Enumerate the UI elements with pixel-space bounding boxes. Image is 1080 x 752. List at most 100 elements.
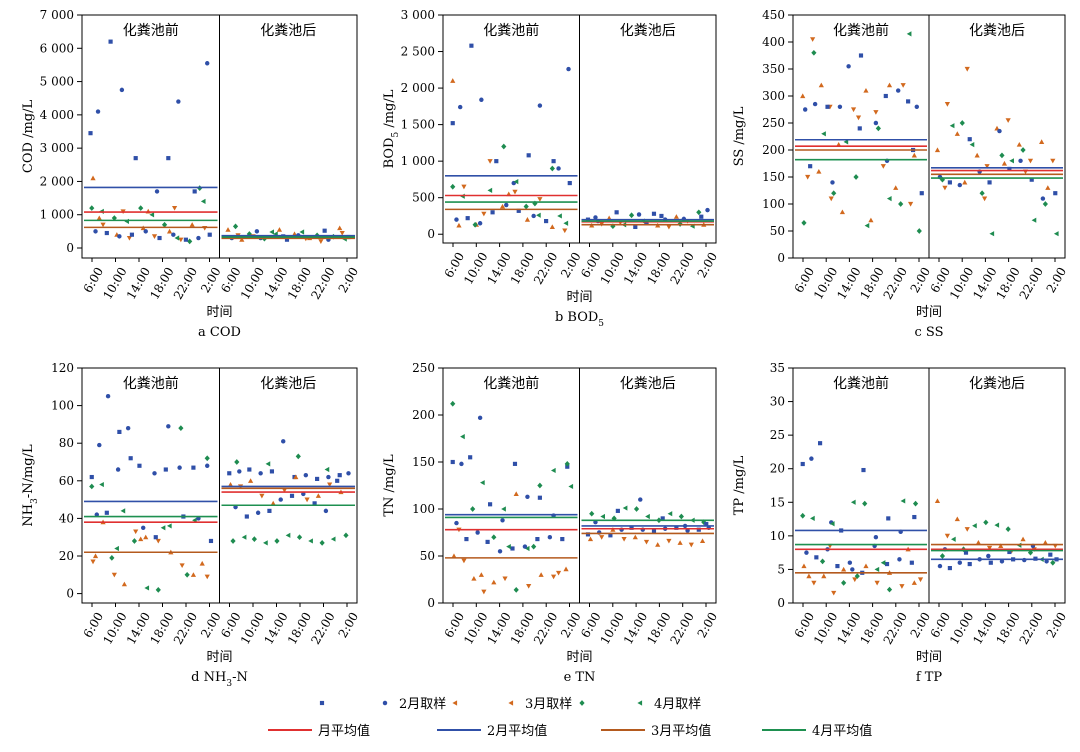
x-tick-label-after: 2:00 xyxy=(336,265,362,295)
data-point xyxy=(632,534,638,540)
data-point xyxy=(105,393,111,399)
data-point xyxy=(563,220,569,226)
data-point xyxy=(506,544,511,550)
data-point xyxy=(800,461,805,467)
data-point xyxy=(131,538,138,544)
data-point xyxy=(1018,158,1023,164)
x-tick-label-before: 2:00 xyxy=(908,610,934,640)
data-point xyxy=(1007,166,1012,171)
data-point xyxy=(330,536,336,542)
data-point xyxy=(491,534,497,541)
data-point xyxy=(481,589,487,595)
data-point xyxy=(911,580,917,585)
data-point xyxy=(454,520,459,526)
data-point xyxy=(97,442,102,448)
region-label-before: 化粪池前 xyxy=(833,375,889,392)
data-point xyxy=(144,585,150,591)
data-point xyxy=(850,567,855,572)
data-point xyxy=(204,455,210,462)
data-point xyxy=(207,232,212,237)
data-point xyxy=(808,164,813,169)
data-point xyxy=(916,228,922,234)
data-point xyxy=(200,198,206,205)
data-point xyxy=(651,211,657,216)
data-point xyxy=(560,537,565,542)
data-point xyxy=(643,539,650,545)
data-point xyxy=(818,82,824,88)
data-point xyxy=(526,153,531,158)
data-point xyxy=(267,508,272,513)
data-point xyxy=(535,537,540,542)
data-point xyxy=(196,235,201,241)
data-point xyxy=(522,544,528,549)
data-point xyxy=(884,561,890,567)
data-point xyxy=(800,512,806,519)
legend-label: 2月取样 xyxy=(399,697,446,712)
data-point xyxy=(600,513,606,520)
data-point xyxy=(526,584,532,589)
y-tick-label: 250 xyxy=(762,116,785,130)
legend-marker-square xyxy=(319,700,325,706)
data-point xyxy=(471,575,477,581)
data-point xyxy=(989,231,995,237)
y-tick-label: 6 000 xyxy=(40,41,74,55)
data-point xyxy=(864,223,870,229)
data-point xyxy=(944,102,950,107)
y-tick-label: 1 500 xyxy=(401,118,435,132)
data-point xyxy=(157,235,162,241)
data-point xyxy=(897,557,902,562)
data-point xyxy=(847,560,853,565)
data-point xyxy=(89,474,94,480)
data-point xyxy=(523,203,529,210)
data-point xyxy=(673,214,679,219)
data-point xyxy=(450,183,456,190)
data-point xyxy=(550,467,556,474)
data-point xyxy=(178,425,184,432)
y-tick-label: 120 xyxy=(51,361,74,375)
data-point xyxy=(837,104,843,110)
data-point xyxy=(566,66,571,72)
data-point xyxy=(208,538,214,544)
data-point xyxy=(875,125,881,132)
data-point xyxy=(633,506,640,512)
data-point xyxy=(225,227,231,232)
data-point xyxy=(818,441,823,446)
x-tick-label-after: 22:00 xyxy=(667,250,696,287)
data-point xyxy=(513,179,519,185)
data-point xyxy=(829,521,835,527)
data-point xyxy=(825,104,830,109)
data-point xyxy=(501,506,506,512)
data-point xyxy=(942,185,948,191)
data-point xyxy=(475,530,480,535)
data-point xyxy=(343,532,349,539)
data-point xyxy=(622,505,628,511)
data-point xyxy=(1020,147,1026,153)
data-point xyxy=(998,543,1004,549)
data-point xyxy=(705,207,710,213)
data-point xyxy=(997,128,1002,134)
x-tick-label-after: 2:00 xyxy=(1044,610,1070,640)
chart-caption: f TP xyxy=(916,670,943,685)
data-point xyxy=(190,572,197,577)
data-point xyxy=(117,234,122,239)
data-point xyxy=(537,482,543,489)
x-tick-label-after: 22:00 xyxy=(1017,610,1046,647)
data-point xyxy=(937,563,943,569)
data-point xyxy=(677,540,683,545)
data-point xyxy=(880,560,886,566)
data-point xyxy=(90,559,96,565)
legend-label: 3月取样 xyxy=(525,697,572,712)
data-point xyxy=(470,506,476,512)
data-point xyxy=(939,176,946,183)
data-point xyxy=(120,508,126,514)
data-point xyxy=(133,529,139,535)
data-point xyxy=(863,88,869,93)
data-point xyxy=(465,216,470,221)
data-point xyxy=(281,439,286,444)
data-point xyxy=(899,584,905,589)
data-point xyxy=(241,534,247,540)
data-point xyxy=(499,203,506,209)
y-tick-label: 25 xyxy=(770,428,785,442)
data-point xyxy=(850,499,856,505)
